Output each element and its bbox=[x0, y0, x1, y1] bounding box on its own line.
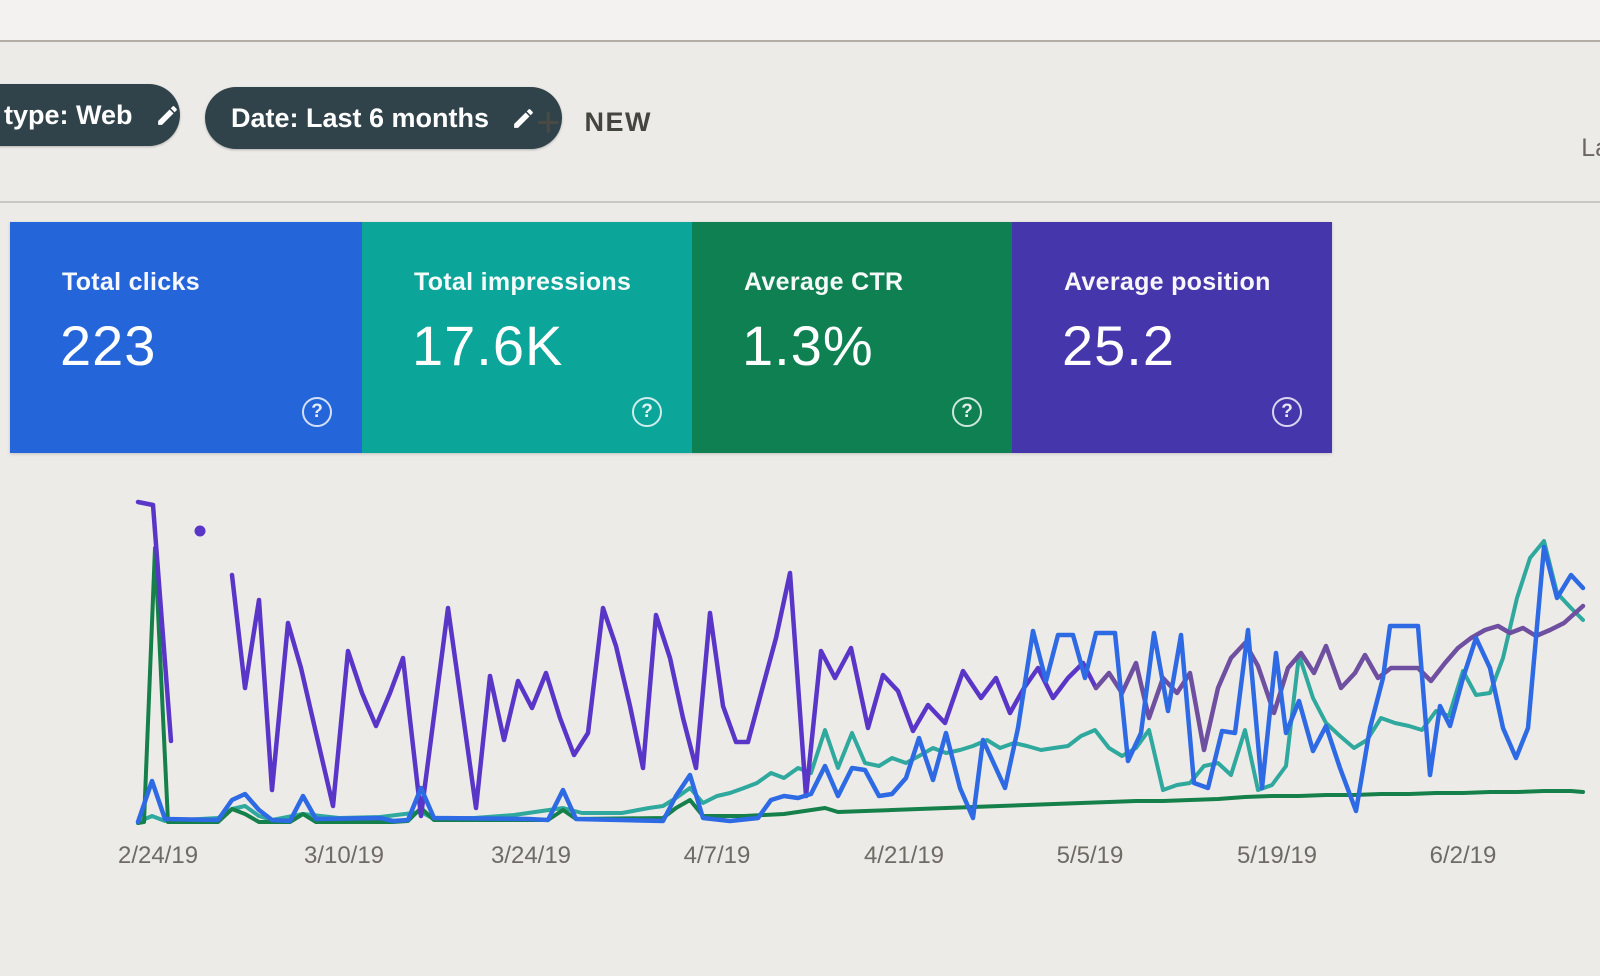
new-filter-button[interactable]: + NEW bbox=[536, 96, 652, 148]
help-glyph: ? bbox=[961, 401, 973, 422]
card-value: 25.2 bbox=[1062, 314, 1175, 377]
help-icon[interactable]: ? bbox=[952, 397, 982, 427]
plus-icon: + bbox=[536, 98, 561, 145]
x-axis-tick-label: 5/19/19 bbox=[1237, 842, 1317, 869]
performance-chart[interactable]: 2/24/19 3/10/19 3/24/19 4/7/19 4/21/19 5/5/19… bbox=[118, 478, 1588, 908]
average-ctr-card[interactable]: Average CTR 1.3% ? bbox=[692, 222, 1012, 453]
help-glyph: ? bbox=[311, 401, 323, 422]
isolated-data-point bbox=[194, 525, 206, 537]
series-line-average-position-may-jun- bbox=[1093, 603, 1586, 753]
average-position-card[interactable]: Average position 25.2 ? bbox=[1012, 222, 1332, 453]
browser-top-strip bbox=[0, 0, 1600, 42]
header-divider bbox=[0, 201, 1600, 203]
x-axis-tick-label: 5/5/19 bbox=[1057, 842, 1124, 869]
total-clicks-card[interactable]: Total clicks 223 ? bbox=[10, 222, 362, 453]
clipped-text-right: La bbox=[1581, 134, 1600, 162]
help-icon[interactable]: ? bbox=[302, 397, 332, 427]
x-axis-tick-label: 3/24/19 bbox=[491, 842, 571, 869]
help-glyph: ? bbox=[641, 401, 653, 422]
summary-cards-row: Total clicks 223 ? Total impressions 17.… bbox=[10, 222, 1332, 453]
new-button-label: NEW bbox=[584, 106, 653, 137]
help-glyph: ? bbox=[1281, 401, 1293, 422]
card-value: 223 bbox=[60, 314, 157, 377]
total-impressions-card[interactable]: Total impressions 17.6K ? bbox=[362, 222, 692, 453]
x-axis-tick-label: 2/24/19 bbox=[118, 842, 198, 869]
x-axis-tick-label: 3/10/19 bbox=[304, 842, 384, 869]
card-value: 17.6K bbox=[412, 314, 564, 377]
card-label: Total impressions bbox=[414, 268, 632, 296]
filter-chip-date-range-label: Date: Last 6 months bbox=[231, 102, 490, 133]
card-value: 1.3% bbox=[742, 314, 874, 377]
card-label: Average position bbox=[1064, 268, 1271, 296]
filter-chip-search-type[interactable]: type: Web bbox=[0, 84, 180, 146]
x-axis-tick-label: 6/2/19 bbox=[1430, 842, 1497, 869]
filter-chip-search-type-label: type: Web bbox=[4, 99, 133, 130]
card-label: Average CTR bbox=[744, 268, 904, 296]
series-line-average-position-feb-apr- bbox=[135, 499, 174, 744]
edit-icon[interactable] bbox=[511, 106, 536, 131]
x-axis-tick-label: 4/7/19 bbox=[684, 842, 751, 869]
series-line-average-position-feb-apr- bbox=[229, 570, 1099, 819]
filter-chip-date-range[interactable]: Date: Last 6 months bbox=[205, 87, 563, 149]
help-icon[interactable]: ? bbox=[632, 397, 662, 427]
series-line-total-impressions bbox=[136, 539, 1585, 824]
help-icon[interactable]: ? bbox=[1272, 397, 1302, 427]
x-axis-tick-label: 4/21/19 bbox=[864, 842, 944, 869]
edit-icon[interactable] bbox=[155, 103, 180, 128]
series-line-total-clicks bbox=[135, 544, 1586, 825]
card-label: Total clicks bbox=[62, 268, 200, 296]
